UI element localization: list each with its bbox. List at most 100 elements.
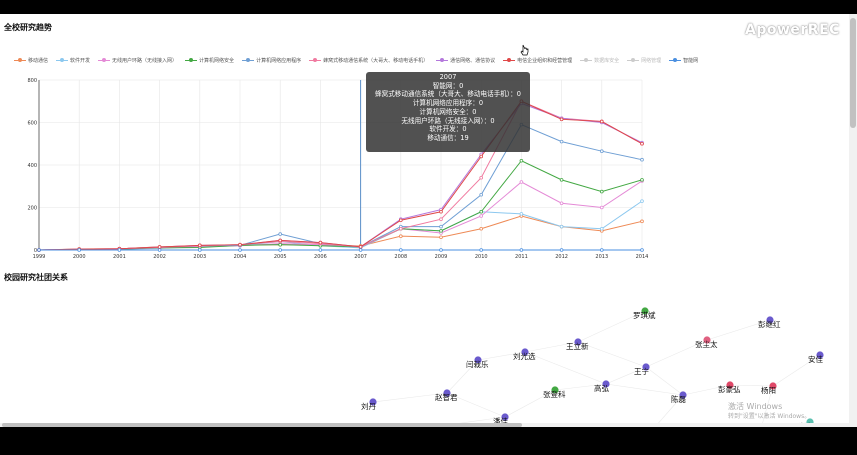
- data-point[interactable]: [278, 242, 283, 247]
- data-point[interactable]: [77, 248, 81, 252]
- data-point[interactable]: [398, 234, 403, 238]
- data-point[interactable]: [599, 189, 604, 194]
- graph-node[interactable]: [602, 380, 610, 388]
- data-point[interactable]: [519, 248, 524, 252]
- x-tick-label: 2005: [274, 254, 287, 260]
- graph-node[interactable]: [726, 381, 734, 389]
- data-point[interactable]: [599, 226, 604, 231]
- data-point[interactable]: [599, 248, 604, 252]
- data-point[interactable]: [278, 232, 283, 236]
- data-point[interactable]: [599, 205, 604, 210]
- graph-node[interactable]: [806, 418, 814, 423]
- legend-marker-icon: [436, 57, 449, 63]
- graph-node[interactable]: [474, 356, 482, 364]
- graph-node[interactable]: [501, 413, 509, 421]
- data-point[interactable]: [479, 154, 484, 159]
- graph-node[interactable]: [769, 382, 777, 390]
- data-point[interactable]: [559, 201, 564, 206]
- vertical-scrollbar[interactable]: [849, 14, 857, 423]
- data-point[interactable]: [278, 248, 283, 252]
- legend-item[interactable]: 移动通信: [14, 57, 48, 64]
- data-point[interactable]: [278, 238, 283, 243]
- data-point[interactable]: [439, 209, 443, 214]
- data-point[interactable]: [640, 141, 644, 146]
- data-point[interactable]: [479, 192, 484, 197]
- data-point[interactable]: [157, 248, 162, 252]
- data-point[interactable]: [439, 217, 443, 221]
- data-point[interactable]: [479, 226, 484, 231]
- legend-label: 电信企业组织和经营管理: [517, 57, 573, 64]
- data-point[interactable]: [198, 248, 202, 252]
- horizontal-scroll-thumb[interactable]: [2, 423, 522, 427]
- data-point[interactable]: [559, 224, 564, 229]
- graph-node[interactable]: [703, 336, 711, 344]
- data-point[interactable]: [439, 224, 443, 229]
- data-point[interactable]: [117, 248, 122, 252]
- data-point[interactable]: [519, 212, 524, 216]
- data-point[interactable]: [37, 248, 41, 252]
- legend-label: 网络管理: [641, 57, 662, 64]
- data-point[interactable]: [358, 248, 363, 252]
- data-point[interactable]: [318, 240, 323, 245]
- data-point[interactable]: [439, 229, 443, 233]
- data-point[interactable]: [157, 245, 162, 249]
- data-point[interactable]: [479, 175, 484, 180]
- data-point[interactable]: [479, 209, 484, 214]
- data-point[interactable]: [640, 219, 644, 224]
- x-tick-label: 2013: [595, 254, 608, 260]
- data-point[interactable]: [559, 248, 564, 252]
- data-point[interactable]: [439, 235, 443, 240]
- data-point[interactable]: [398, 226, 403, 231]
- graph-node[interactable]: [679, 391, 687, 399]
- graph-node[interactable]: [766, 316, 774, 324]
- legend-item[interactable]: 无线用户环路（无线接入网）: [98, 57, 177, 64]
- graph-node[interactable]: [641, 307, 649, 315]
- legend-item[interactable]: 计算机网络安全: [185, 57, 234, 64]
- data-point[interactable]: [559, 178, 564, 182]
- data-point[interactable]: [439, 248, 443, 252]
- legend-item[interactable]: 网络管理: [627, 57, 661, 64]
- x-tick-label: 2010: [475, 254, 488, 260]
- data-point[interactable]: [599, 119, 604, 124]
- vertical-scroll-thumb[interactable]: [850, 18, 856, 128]
- data-point[interactable]: [398, 218, 403, 223]
- legend-item[interactable]: 智能网: [669, 57, 698, 64]
- data-point[interactable]: [519, 180, 524, 184]
- data-point[interactable]: [559, 117, 564, 122]
- data-point[interactable]: [398, 248, 403, 252]
- data-point[interactable]: [559, 139, 564, 144]
- data-point[interactable]: [519, 158, 524, 163]
- legend-item[interactable]: 计算机网络应用程序: [242, 57, 301, 64]
- data-point[interactable]: [318, 248, 323, 252]
- legend-item[interactable]: 通信网络、通信协议: [436, 57, 495, 64]
- data-point[interactable]: [238, 242, 242, 247]
- legend-item[interactable]: 软件开发: [56, 57, 90, 64]
- graph-node-label: 闫栽乐: [466, 359, 489, 369]
- data-point[interactable]: [479, 214, 484, 218]
- legend-item[interactable]: 数据库安全: [580, 57, 619, 64]
- data-point[interactable]: [640, 178, 644, 182]
- graph-node[interactable]: [816, 351, 824, 359]
- graph-node[interactable]: [443, 389, 451, 397]
- data-point[interactable]: [198, 243, 202, 248]
- graph-node-label: 王立新: [566, 341, 589, 351]
- graph-node[interactable]: [369, 398, 377, 406]
- legend-item[interactable]: 电信企业组织和经营管理: [503, 57, 572, 64]
- graph-edge: [524, 341, 579, 353]
- tooltip-line: 无线用户环路（无线接入网）：0: [401, 116, 495, 125]
- graph-node[interactable]: [642, 363, 650, 371]
- page-content: 全校研究趋势 移动通信 软件开发 无线用户环路（无线接入网） 计算机网络安全 计算机网络…: [0, 14, 849, 423]
- legend-item[interactable]: 蜂窝式移动通信系统（大哥大、移动电话手机）: [309, 57, 428, 64]
- data-point[interactable]: [238, 248, 242, 252]
- data-point[interactable]: [640, 199, 644, 203]
- data-point[interactable]: [358, 245, 363, 249]
- data-point[interactable]: [640, 248, 644, 252]
- data-point[interactable]: [640, 157, 644, 162]
- data-point[interactable]: [479, 248, 484, 252]
- graph-node[interactable]: [521, 348, 529, 356]
- data-point[interactable]: [599, 149, 604, 153]
- graph-node[interactable]: [574, 338, 582, 346]
- horizontal-scrollbar[interactable]: [0, 423, 857, 427]
- graph-node[interactable]: [551, 386, 559, 394]
